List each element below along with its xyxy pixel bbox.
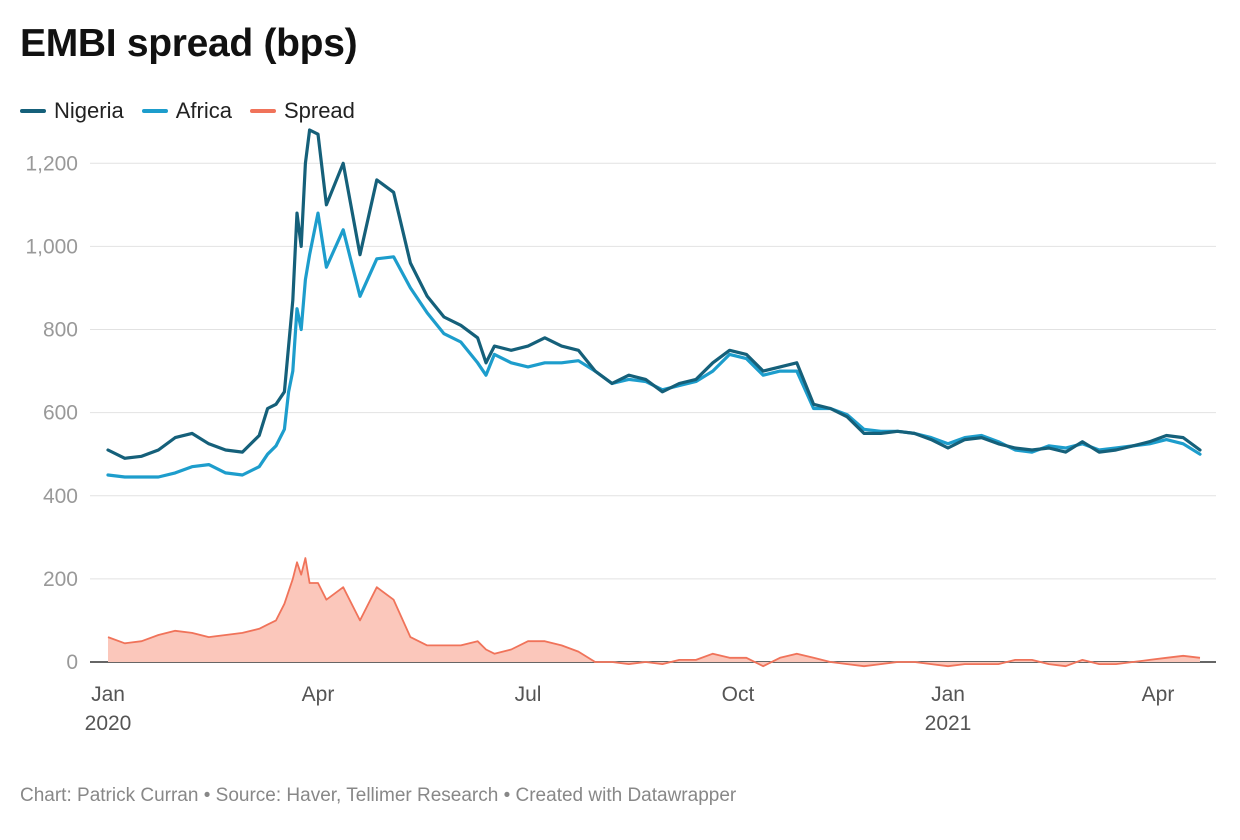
x-tick-sublabel: 2020: [85, 712, 132, 735]
legend-item-nigeria: Nigeria: [20, 98, 124, 124]
y-tick-label: 1,200: [25, 152, 78, 175]
x-tick-sublabel: 2021: [925, 712, 972, 735]
chart-title: EMBI spread (bps): [20, 22, 358, 65]
x-tick-label: Jan: [91, 683, 125, 706]
y-tick-label: 200: [43, 568, 78, 591]
chart-footer: Chart: Patrick Curran • Source: Haver, T…: [20, 785, 737, 806]
series-line-africa: [106, 211, 1202, 479]
legend-label-africa: Africa: [175, 98, 232, 123]
y-tick-label: 0: [66, 651, 78, 674]
x-tick-label: Jul: [515, 683, 542, 706]
x-tick-label: Jan: [931, 683, 965, 706]
x-tick-label: Oct: [722, 683, 755, 706]
series-line-spread: [107, 557, 1201, 668]
legend: Nigeria Africa Spread: [20, 98, 373, 124]
legend-swatch-nigeria: [20, 109, 46, 113]
y-tick-label: 1,000: [25, 235, 78, 258]
legend-item-africa: Africa: [141, 98, 232, 124]
series-line-nigeria: [106, 128, 1202, 460]
legend-swatch-africa: [141, 109, 168, 113]
x-tick-label: Apr: [302, 683, 335, 706]
series-area-spread: [108, 558, 1200, 667]
y-tick-label: 600: [43, 402, 78, 425]
legend-label-nigeria: Nigeria: [54, 98, 124, 123]
legend-item-spread: Spread: [249, 98, 355, 124]
y-tick-label: 400: [43, 485, 78, 508]
legend-label-spread: Spread: [283, 98, 355, 123]
legend-swatch-spread: [249, 109, 276, 113]
x-tick-label: Apr: [1142, 683, 1175, 706]
y-tick-label: 800: [43, 319, 78, 342]
